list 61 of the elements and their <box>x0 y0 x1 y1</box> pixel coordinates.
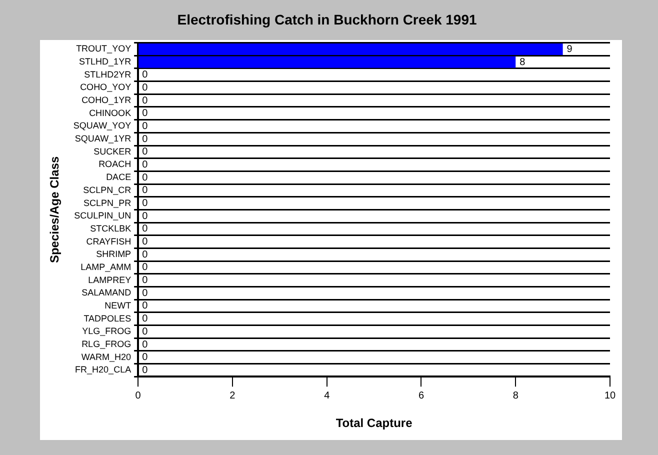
data-label: 8 <box>520 56 526 68</box>
data-label: 0 <box>142 146 148 158</box>
y-tick-label: SCULPIN_UN <box>74 210 132 221</box>
y-tick-label: LAMP_AMM <box>80 262 132 272</box>
y-tick-label: SQUAW_YOY <box>73 120 132 131</box>
data-label: 0 <box>142 275 148 286</box>
y-tick-label: ROACH <box>98 159 132 170</box>
x-tick-label: 2 <box>230 390 236 402</box>
data-label: 0 <box>142 326 148 338</box>
x-tick-label: 8 <box>512 390 519 402</box>
data-label: 0 <box>142 339 148 350</box>
data-label: 0 <box>142 172 148 184</box>
data-label: 0 <box>142 134 148 145</box>
y-tick-label: SUCKER <box>94 146 132 156</box>
data-label: 9 <box>566 44 573 55</box>
data-label: 0 <box>142 160 148 171</box>
data-label: 0 <box>142 210 148 222</box>
y-tick-label: CHINOOK <box>89 108 132 118</box>
y-tick-label: DACE <box>106 172 132 182</box>
y-tick-label: SALAMAND <box>82 288 132 298</box>
data-label: 0 <box>142 262 148 274</box>
x-tick-label: 0 <box>135 390 142 402</box>
data-label: 0 <box>142 95 148 106</box>
y-tick-label: NEWT <box>104 300 132 310</box>
data-label: 0 <box>142 82 148 94</box>
data-label: 0 <box>142 121 148 132</box>
y-tick-label: RLG_FROG <box>82 338 132 349</box>
y-tick-label: FR_H20_CLA <box>75 364 132 375</box>
y-tick-label: CRAYFISH <box>86 236 132 246</box>
x-tick-label: 6 <box>418 390 424 402</box>
data-label: 0 <box>142 185 148 196</box>
data-label: 0 <box>142 224 148 235</box>
x-tick-label: 4 <box>324 390 330 402</box>
x-axis-title: Total Capture <box>336 416 413 430</box>
y-tick-label: TADPOLES <box>84 313 132 324</box>
data-label: 0 <box>142 300 148 312</box>
chart-title: Electrofishing Catch in Buckhorn Creek 1991 <box>177 11 477 28</box>
y-tick-label: SCLPN_PR <box>84 198 132 208</box>
y-tick-label: SQUAW_1YR <box>74 134 132 144</box>
data-label: 0 <box>142 249 148 260</box>
y-tick-label: STLHD2YR <box>84 69 132 80</box>
data-label: 0 <box>142 70 148 81</box>
data-label: 0 <box>142 236 148 248</box>
y-tick-label: WARM_H20 <box>81 352 132 362</box>
y-tick-label: LAMPREY <box>88 274 132 285</box>
x-tick-label: 10 <box>604 390 616 402</box>
y-tick-label: COHO_YOY <box>80 82 132 92</box>
data-label: 0 <box>142 364 148 376</box>
data-label: 0 <box>142 314 148 325</box>
data-label: 0 <box>142 108 148 120</box>
y-tick-label: TROUT_YOY <box>76 44 132 54</box>
y-tick-label: SHRIMP <box>96 249 132 260</box>
y-axis-title: Species/Age Class <box>48 156 62 264</box>
y-tick-label: SCLPN_CR <box>83 184 132 195</box>
y-tick-label: STLHD_1YR <box>79 56 132 67</box>
data-label: 0 <box>142 198 148 210</box>
y-tick-label: YLG_FROG <box>82 326 132 336</box>
data-label: 0 <box>142 288 148 299</box>
y-tick-label: COHO_1YR <box>82 95 132 106</box>
data-label: 0 <box>142 352 148 364</box>
y-tick-label: STCKLBK <box>90 223 132 234</box>
